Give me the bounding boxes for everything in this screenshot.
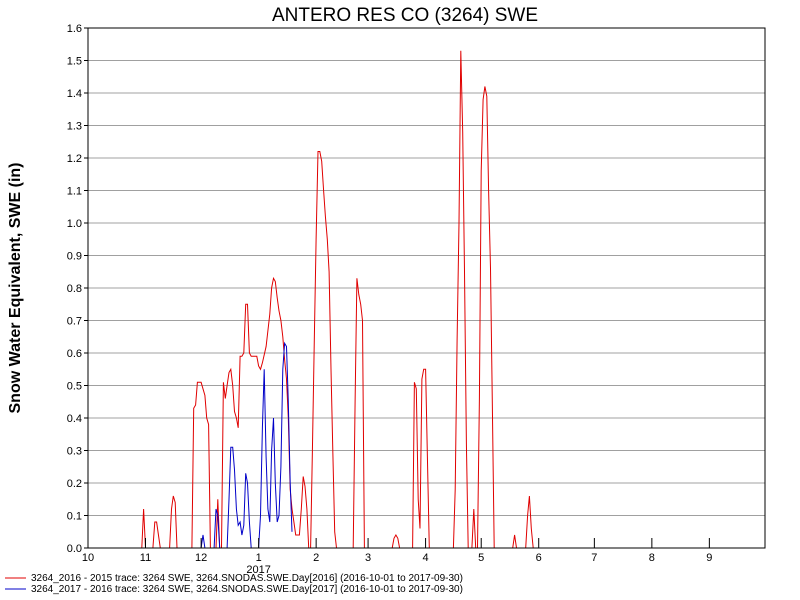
legend-label-1: 3264_2016 - 2015 trace: 3264 SWE, 3264.S…	[31, 573, 463, 584]
y-tick-label: 0.2	[67, 478, 82, 490]
y-tick-label: 1.6	[67, 23, 82, 35]
y-tick-label: 1.2	[67, 153, 82, 165]
chart-title: ANTERO RES CO (3264) SWE	[272, 5, 538, 26]
x-tick-label: 8	[649, 552, 655, 564]
y-tick-label: 0.0	[67, 543, 82, 555]
y-tick-label: 1.5	[67, 56, 82, 68]
y-tick-label: 0.4	[67, 413, 82, 425]
series-line-2	[200, 341, 293, 549]
y-tick-label: 0.5	[67, 381, 82, 393]
y-tick-label: 1.0	[67, 218, 82, 230]
y-tick-label: 0.1	[67, 511, 82, 523]
y-axis-ticks: 0.0 0.1 0.2 0.3 0.4 0.5 0.6 0.7 0.8 0.9 1.0 1.1 1.2 1…	[67, 23, 88, 555]
y-axis-label: Snow Water Equivalent, SWE (in)	[7, 163, 24, 414]
x-tick-label: 1	[256, 552, 262, 564]
x-tick-label: 11	[140, 552, 151, 564]
y-tick-label: 1.3	[67, 121, 82, 133]
y-tick-label: 0.9	[67, 251, 82, 263]
x-axis-ticks: 10 11 12 1 2 3 4 5 6 7 8 9	[82, 538, 712, 564]
x-tick-label: 9	[706, 552, 712, 564]
y-tick-label: 0.7	[67, 316, 82, 328]
x-tick-label: 3	[365, 552, 371, 564]
x-tick-label: 6	[536, 552, 542, 564]
y-tick-label: 0.3	[67, 446, 82, 458]
x-tick-label: 12	[195, 552, 207, 564]
y-tick-label: 1.4	[67, 88, 82, 100]
x-tick-label: 7	[591, 552, 597, 564]
x-tick-label: 4	[423, 552, 429, 564]
y-tick-label: 0.6	[67, 348, 82, 360]
x-tick-label: 2	[313, 552, 319, 564]
y-tick-label: 1.1	[67, 186, 82, 198]
x-tick-label: 5	[478, 552, 484, 564]
legend-label-2: 3264_2017 - 2016 trace: 3264 SWE, 3264.S…	[31, 584, 463, 595]
grid-lines	[88, 27, 765, 516]
legend: 3264_2016 - 2015 trace: 3264 SWE, 3264.S…	[5, 573, 463, 595]
x-tick-label: 10	[82, 552, 94, 564]
year-label: 2017	[246, 564, 270, 576]
y-tick-label: 0.8	[67, 283, 82, 295]
